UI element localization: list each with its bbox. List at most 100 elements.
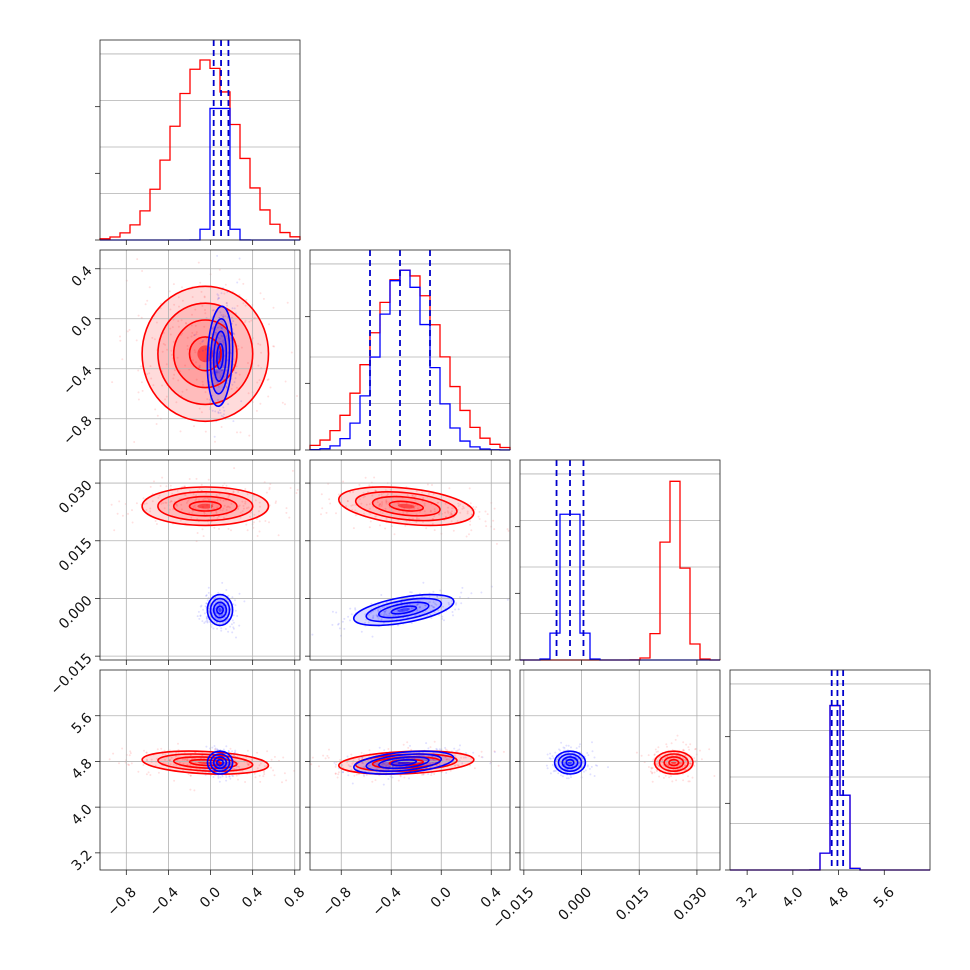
scatter-point: [232, 491, 235, 494]
scatter-point: [196, 615, 199, 618]
scatter-point: [172, 283, 175, 286]
scatter-point: [218, 603, 221, 606]
scatter-point: [237, 761, 240, 764]
scatter-point: [128, 328, 131, 331]
scatter-point: [246, 761, 249, 764]
axes-frame: [729, 669, 931, 871]
scatter-point: [131, 521, 134, 524]
scatter-point: [239, 431, 242, 434]
scatter-point: [657, 746, 660, 749]
scatter-point: [252, 521, 255, 524]
scatter-point: [232, 621, 235, 624]
scatter-point: [409, 744, 411, 747]
scatter-point: [218, 780, 221, 783]
scatter-point: [215, 511, 218, 514]
scatter-point: [431, 518, 434, 520]
scatter-point: [225, 745, 228, 748]
scatter-point: [127, 512, 129, 515]
scatter-point: [150, 377, 153, 380]
scatter-point: [186, 763, 189, 766]
scatter-point: [432, 493, 435, 495]
scatter-point: [150, 758, 153, 761]
scatter-point: [443, 619, 445, 622]
scatter-point: [184, 494, 187, 497]
scatter-point: [162, 502, 165, 505]
scatter-point: [459, 596, 461, 599]
scatter-point: [492, 519, 495, 522]
scatter-point: [433, 529, 436, 532]
scatter-point: [254, 499, 257, 502]
scatter-point: [387, 768, 390, 771]
scatter-point: [458, 748, 461, 751]
scatter-point: [416, 517, 418, 520]
scatter-point: [675, 765, 678, 768]
scatter-point: [212, 325, 215, 328]
scatter-point: [411, 495, 414, 497]
scatter-point: [268, 323, 270, 326]
scatter-point: [245, 298, 248, 301]
scatter-point: [247, 506, 250, 509]
scatter-point: [214, 410, 217, 413]
scatter-point: [207, 591, 210, 594]
scatter-point: [203, 511, 205, 514]
scatter-point: [416, 608, 419, 611]
scatter-point: [430, 774, 433, 777]
x-tick-label: 0.4: [478, 884, 505, 911]
scatter-point: [455, 602, 458, 605]
scatter-point: [351, 762, 354, 765]
scatter-point: [227, 505, 230, 508]
scatter-point: [244, 500, 247, 503]
scatter-point: [217, 297, 220, 299]
scatter-point: [246, 763, 249, 766]
scatter-point: [375, 515, 378, 518]
scatter-point: [256, 517, 258, 520]
scatter-point: [351, 508, 354, 511]
scatter-point: [255, 409, 258, 412]
scatter-point: [393, 533, 396, 536]
scatter-point: [417, 603, 420, 605]
scatter-point: [211, 409, 214, 412]
scatter-point: [221, 335, 224, 338]
density-fill: [197, 761, 214, 765]
scatter-point: [374, 515, 376, 518]
scatter-point: [388, 765, 391, 768]
scatter-point: [258, 774, 261, 777]
scatter-point: [318, 765, 320, 768]
scatter-point: [225, 779, 228, 782]
scatter-point: [159, 485, 162, 487]
scatter-point: [179, 761, 181, 764]
scatter-point: [484, 510, 487, 513]
scatter-point: [226, 505, 229, 508]
scatter-point: [466, 510, 469, 513]
scatter-point: [659, 755, 662, 758]
scatter-point: [245, 523, 248, 526]
scatter-point: [177, 748, 180, 751]
scatter-point: [195, 498, 198, 501]
scatter-point: [579, 761, 581, 764]
scatter-point: [227, 594, 230, 597]
scatter-point: [383, 749, 386, 752]
scatter-point: [159, 307, 162, 310]
scatter-point: [272, 769, 275, 772]
scatter-point: [425, 759, 428, 762]
scatter-point: [201, 528, 204, 531]
scatter-point: [170, 349, 173, 352]
scatter-point: [186, 336, 189, 339]
scatter-point: [363, 512, 365, 515]
scatter-point: [181, 299, 184, 302]
x-tick-label: 4.8: [825, 884, 852, 911]
scatter-point: [193, 334, 195, 337]
scatter-point: [177, 325, 180, 328]
scatter-point: [437, 512, 440, 515]
contour-line: [212, 330, 228, 383]
scatter-point: [377, 617, 380, 620]
scatter-point: [429, 613, 432, 616]
scatter-point: [383, 610, 386, 613]
scatter-point: [118, 500, 121, 503]
scatter-point: [446, 749, 449, 752]
scatter-point: [376, 501, 379, 504]
scatter-point: [268, 521, 270, 524]
scatter-point: [238, 765, 241, 768]
scatter-point: [145, 751, 148, 754]
scatter-point: [422, 581, 425, 584]
